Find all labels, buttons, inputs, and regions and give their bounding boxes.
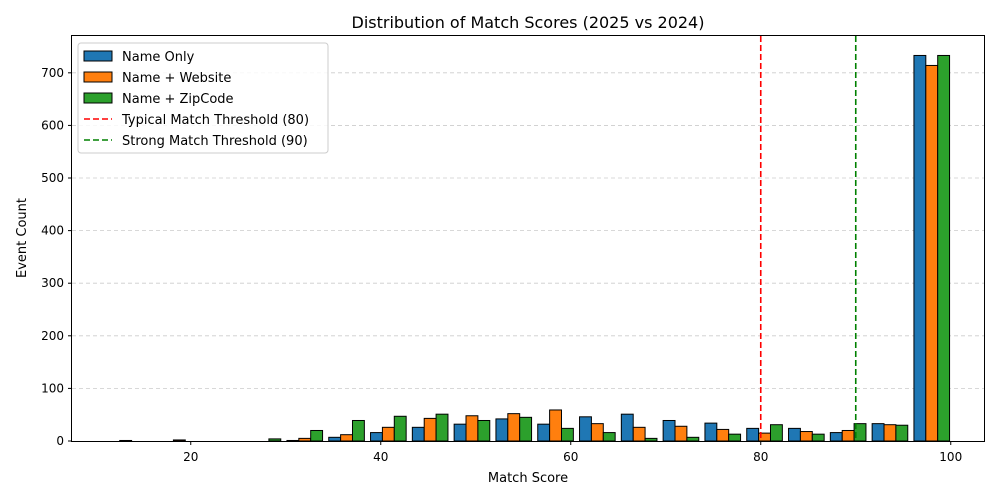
bar-name-only-0 [119, 439, 133, 442]
legend-swatch [83, 71, 113, 83]
y-tick-label: 700 [41, 66, 64, 80]
y-tick-label: 600 [41, 118, 64, 132]
x-tick-label: 60 [563, 450, 578, 464]
bar-name-website-12 [632, 426, 646, 442]
x-tick-label: 40 [373, 450, 388, 464]
bar-name-zipcode-12 [644, 437, 658, 442]
bar-name-zipcode-3 [268, 438, 282, 442]
bar-name-only-13 [662, 419, 676, 442]
bar-name-zipcode-4 [310, 429, 324, 442]
grid-lines [72, 72, 984, 389]
bar-name-only-16 [788, 427, 801, 442]
bar-name-website-6 [381, 426, 395, 442]
bar-name-only-15 [746, 427, 760, 442]
legend-label: Typical Match Threshold (80) [121, 113, 309, 128]
bar-name-zipcode-15 [769, 424, 783, 442]
bar-name-website-11 [590, 423, 604, 442]
bar-name-zipcode-5 [351, 419, 365, 442]
bar-name-website-4 [298, 437, 312, 442]
y-axis-title: Event Count [15, 198, 30, 278]
bar-name-website-10 [549, 409, 562, 442]
x-axis-ticks: 20 40 60 80 100 [183, 441, 962, 464]
bar-name-website-19 [925, 64, 939, 442]
bar-name-only-14 [704, 422, 718, 442]
bar-name-only-9 [495, 418, 509, 442]
chart-title: Distribution of Match Scores (2025 vs 20… [352, 13, 705, 32]
bar-name-only-11 [579, 416, 592, 442]
legend-label: Name + Website [122, 71, 231, 86]
y-tick-label: 500 [41, 171, 64, 185]
threshold-lines [759, 36, 857, 441]
bar-name-only-7 [411, 426, 425, 442]
bar-name-only-10 [537, 423, 551, 442]
bar-name-website-17 [841, 429, 855, 442]
y-tick-label: 0 [56, 434, 64, 448]
bar-name-website-18 [883, 424, 897, 442]
bar-name-only-12 [620, 413, 634, 442]
bar-name-zipcode-10 [560, 427, 574, 442]
bar-name-website-5 [340, 434, 353, 442]
legend-swatch [83, 50, 113, 62]
bar-name-website-16 [799, 431, 813, 442]
bar-name-website-7 [423, 417, 437, 442]
y-axis-ticks: 0 100 200 300 400 500 600 700 [41, 66, 72, 448]
legend-label: Strong Match Threshold (90) [122, 134, 308, 149]
legend-box [77, 42, 329, 154]
bar-name-only-17 [829, 432, 843, 442]
bar-name-zipcode-6 [393, 415, 407, 442]
bar-name-website-14 [716, 428, 730, 442]
bar-name-zipcode-11 [602, 432, 616, 442]
x-tick-label: 80 [753, 450, 768, 464]
y-tick-label: 300 [41, 276, 64, 290]
y-tick-label: 400 [41, 224, 64, 238]
bar-name-only-6 [370, 432, 383, 442]
bar-name-zipcode-14 [728, 433, 742, 442]
legend-label: Name + ZipCode [122, 92, 234, 107]
bar-name-zipcode-18 [895, 424, 909, 442]
y-tick-label: 200 [41, 329, 64, 343]
bar-name-website-9 [507, 413, 521, 442]
bar-name-zipcode-16 [811, 433, 825, 442]
x-axis-title: Match Score [488, 471, 568, 486]
y-tick-label: 100 [41, 381, 64, 395]
bar-name-website-8 [465, 415, 479, 442]
legend: Name Only Name + Website Name + ZipCode Typ… [77, 42, 329, 154]
bar-name-zipcode-19 [937, 54, 951, 442]
bar-name-only-18 [871, 423, 885, 442]
bar-name-website-1 [172, 439, 186, 442]
bar-name-zipcode-7 [435, 413, 449, 442]
bar-name-zipcode-13 [686, 436, 700, 442]
bar-name-only-8 [453, 423, 467, 442]
bar-name-only-4 [286, 439, 300, 442]
x-tick-label: 20 [183, 450, 198, 464]
bar-name-zipcode-8 [477, 419, 491, 442]
x-tick-label: 100 [939, 450, 962, 464]
legend-swatch [83, 92, 113, 104]
plot-frame [71, 35, 985, 442]
bar-name-only-19 [913, 54, 927, 442]
bar-name-zipcode-9 [519, 416, 533, 442]
bar-name-only-5 [328, 436, 342, 442]
bar-name-website-13 [674, 425, 688, 442]
legend-label: Name Only [122, 50, 195, 65]
